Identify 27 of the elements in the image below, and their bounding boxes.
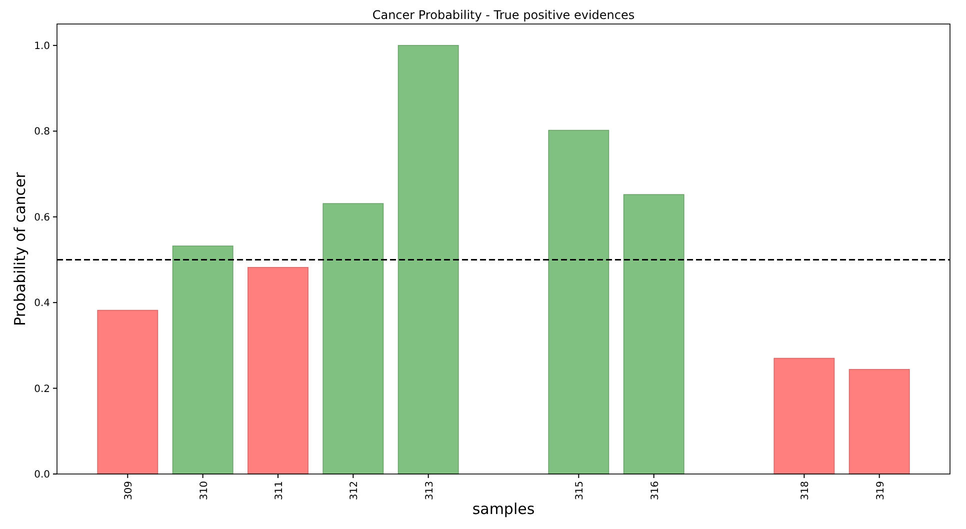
x-axis-title: samples: [472, 500, 535, 518]
y-tick-label: 1.0: [34, 40, 50, 52]
x-tick-label: 310: [198, 481, 210, 500]
chart-title: Cancer Probability - True positive evidences: [372, 8, 635, 22]
x-tick-label: 313: [424, 481, 436, 500]
x-tick-label: 319: [875, 481, 886, 500]
x-tick-label: 311: [274, 481, 285, 500]
bar: [172, 246, 234, 474]
y-tick-label: 0.4: [34, 298, 50, 310]
x-tick-label: 316: [650, 481, 661, 500]
bar: [248, 267, 308, 474]
bar: [322, 203, 384, 474]
x-tick-label: 312: [349, 481, 360, 500]
x-tick-label: 315: [574, 481, 586, 500]
x-tick-label: 309: [124, 481, 135, 500]
bar: [623, 194, 684, 474]
bar: [774, 358, 835, 474]
y-axis-title: Probability of cancer: [11, 171, 29, 326]
y-tick-label: 0.2: [34, 384, 50, 395]
bar: [848, 369, 910, 474]
y-tick-label: 0.6: [34, 212, 50, 224]
x-tick-label: 318: [800, 481, 812, 500]
bar: [398, 45, 459, 474]
y-tick-label: 0.0: [34, 470, 50, 480]
y-tick-label: 0.8: [34, 126, 50, 138]
bar: [548, 130, 610, 474]
bar: [97, 310, 158, 474]
